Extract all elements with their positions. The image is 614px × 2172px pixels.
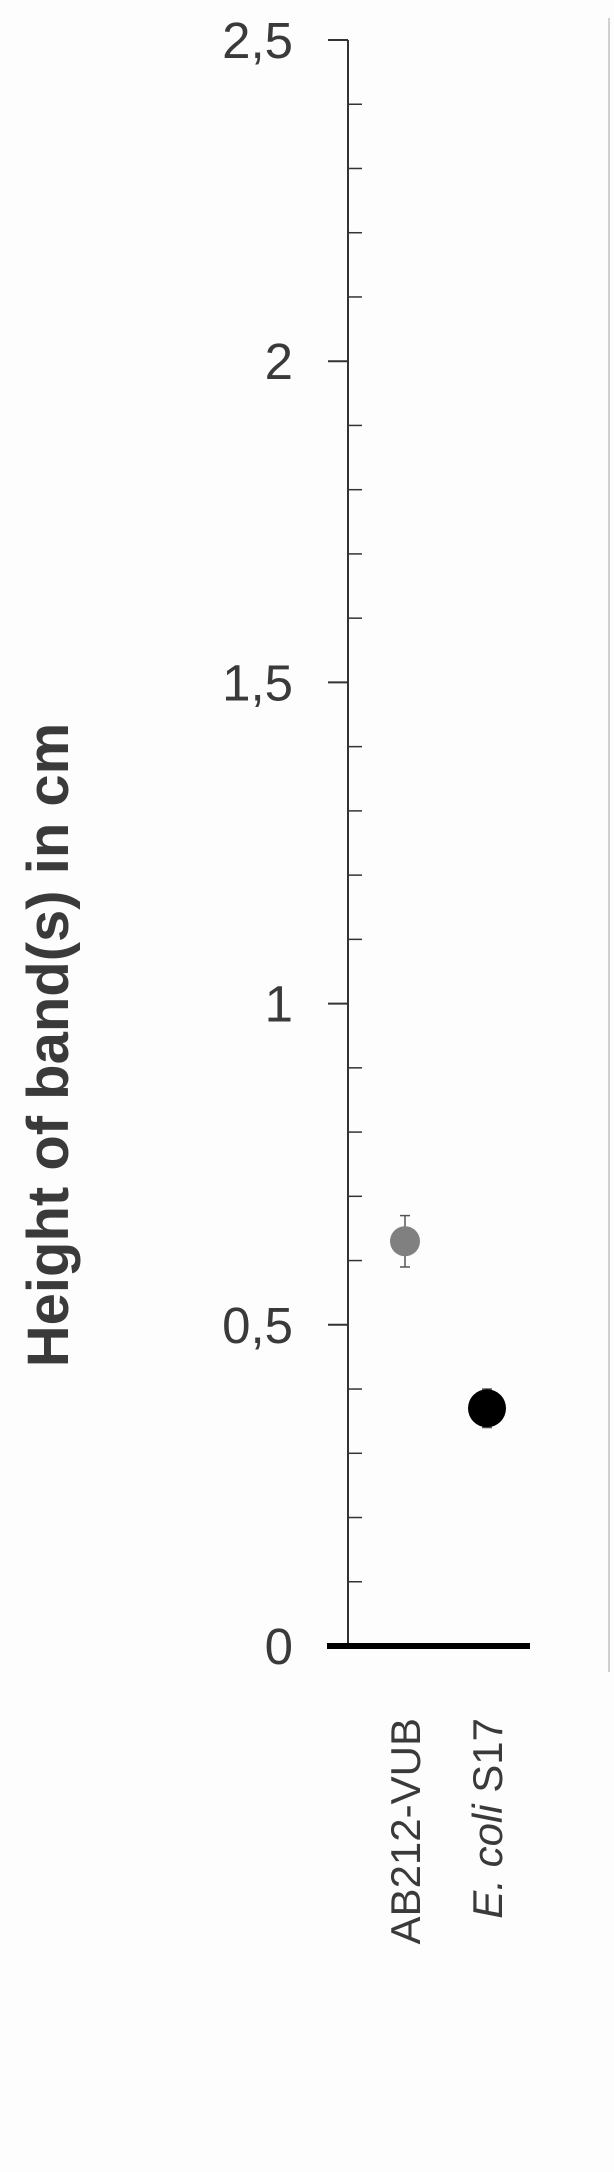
y-tick-label: 2,5	[222, 12, 293, 69]
data-point	[390, 1226, 420, 1257]
y-tick-labels: 0 0,5 1 1,5 2 2,5	[222, 12, 293, 1675]
category-labels: AB212-VUB E. coli S17	[382, 1718, 511, 1944]
data-point-group	[390, 1214, 420, 1268]
y-tick-label: 2	[265, 333, 293, 390]
y-tick-label: 0,5	[222, 1297, 293, 1354]
y-tick-label: 0	[265, 1618, 293, 1675]
y-tick-label: 1,5	[222, 654, 293, 711]
data-point-group	[468, 1388, 506, 1429]
y-tick-label: 1	[265, 976, 293, 1033]
category-label: E. coli S17	[464, 1718, 511, 1919]
data-point	[468, 1389, 506, 1428]
y-axis-title: Height of band(s) in cm	[16, 723, 81, 1367]
y-axis	[328, 39, 362, 1646]
category-label: AB212-VUB	[382, 1718, 429, 1944]
data-points	[390, 1214, 506, 1429]
